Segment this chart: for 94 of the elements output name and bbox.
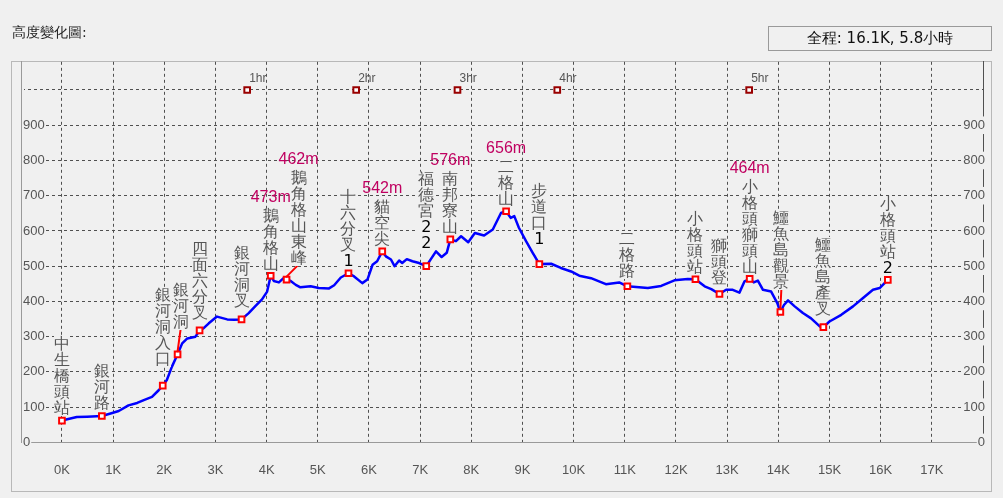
annotation: 鵝角格山 xyxy=(262,205,279,273)
y-tick-label: 600 xyxy=(23,222,45,238)
x-tick-label: 3K xyxy=(207,461,224,477)
y2-tick-label: 500 xyxy=(963,257,985,273)
point xyxy=(535,260,544,268)
y-tick-label: 0 xyxy=(23,433,31,449)
y2-tick-label: 800 xyxy=(963,152,985,168)
x-tick-label: 4K xyxy=(258,461,275,477)
point xyxy=(745,86,753,94)
y2-tick-label: 700 xyxy=(963,187,985,203)
annotation: 獅頭登 xyxy=(711,236,728,288)
annotation: 十六分叉1 xyxy=(340,187,357,271)
point xyxy=(553,86,562,94)
annotation: 福德宮22 xyxy=(418,169,435,252)
y-tick-label: 700 xyxy=(23,187,45,203)
annotation: 銀河路 xyxy=(93,360,110,412)
annotation: 3hr xyxy=(459,70,477,85)
x-tick-label: 1K xyxy=(105,461,122,477)
y2-tick-label: 200 xyxy=(963,363,985,379)
point xyxy=(819,323,828,331)
annotation: 銀河洞 xyxy=(172,280,189,332)
x-tick-label: 6K xyxy=(361,461,378,477)
point xyxy=(378,247,387,256)
point xyxy=(691,275,700,284)
annotation: 542m xyxy=(362,179,403,197)
y2-tick-label: 300 xyxy=(963,328,985,344)
y-tick-label: 100 xyxy=(23,398,45,414)
x-tick-label: 7K xyxy=(412,461,429,477)
x-tick-label: 9K xyxy=(514,461,531,477)
chart-subtitle: 全程: 16.1K, 5.8小時 xyxy=(768,26,992,51)
point xyxy=(98,412,106,420)
y2-tick-label: 100 xyxy=(963,398,985,414)
annotation: 步道口1 xyxy=(531,181,548,249)
y-tick-label: 400 xyxy=(23,293,45,309)
point xyxy=(352,86,360,94)
point xyxy=(623,282,632,291)
annotation: 四面六分叉 xyxy=(191,239,208,323)
point xyxy=(745,275,754,283)
annotation: 銀河洞入口 xyxy=(154,284,171,368)
point xyxy=(58,416,66,425)
annotation: 1hr xyxy=(249,70,267,85)
point xyxy=(422,262,431,271)
y2-tick-label: 0 xyxy=(977,433,985,449)
x-tick-label: 8K xyxy=(463,461,480,477)
x-tick-label: 10K xyxy=(562,461,586,477)
annotation: 鵝角格山東峰 xyxy=(290,167,307,267)
point xyxy=(715,290,724,298)
annotation: 鱷魚島產叉 xyxy=(815,235,832,319)
annotation: 貓空尖 xyxy=(374,197,391,249)
x-tick-label: 14K xyxy=(766,461,791,477)
annotation: 5hr xyxy=(751,70,769,85)
annotation: 小格頭獅頭山 xyxy=(741,176,758,276)
point xyxy=(243,86,251,94)
y-tick-label: 200 xyxy=(23,363,45,379)
annotation: 二格山 xyxy=(498,157,515,209)
annotation: 2hr xyxy=(358,70,376,85)
annotation: 鱷魚島觀景 xyxy=(773,208,790,291)
point xyxy=(776,308,785,316)
y2-tick-label: 900 xyxy=(963,116,985,132)
point xyxy=(344,269,353,278)
point xyxy=(884,276,892,284)
y-tick-label: 500 xyxy=(23,257,45,273)
point xyxy=(446,235,455,244)
annotation: 小格頭站2 xyxy=(879,193,896,277)
y-tick-label: 300 xyxy=(23,328,45,344)
x-tick-label: 5K xyxy=(309,461,327,477)
point xyxy=(266,271,275,280)
chart-title: 高度變化圖: xyxy=(12,24,87,42)
y-tick-label: 900 xyxy=(23,116,45,132)
x-tick-label: 12K xyxy=(664,461,688,477)
x-tick-label: 13K xyxy=(715,461,740,477)
x-tick-label: 11K xyxy=(613,461,637,477)
point xyxy=(158,381,167,390)
annotation: 小格頭站 xyxy=(687,209,704,277)
x-tick-label: 17K xyxy=(920,461,944,477)
annotation: 銀河洞叉 xyxy=(233,243,250,311)
annotation: 二格路 xyxy=(619,229,636,281)
x-tick-label: 16K xyxy=(869,461,893,477)
x-tick-label: 15K xyxy=(817,461,842,477)
y-tick-label: 800 xyxy=(23,152,45,168)
annotation: 473m xyxy=(250,187,291,205)
annotation: 464m xyxy=(729,158,770,176)
point xyxy=(502,207,510,216)
x-tick-label: 0K xyxy=(53,461,71,477)
annotation: 462m xyxy=(278,149,319,167)
point xyxy=(453,86,462,94)
y2-tick-label: 600 xyxy=(963,222,985,238)
annotation: 576m xyxy=(430,151,471,169)
annotation: 中生橋頭站 xyxy=(53,333,70,417)
annotation: 南邦寮山 xyxy=(442,169,459,237)
annotation: 656m xyxy=(486,139,527,157)
y2-tick-label: 400 xyxy=(963,293,985,309)
x-tick-label: 2K xyxy=(156,461,173,477)
point xyxy=(173,350,182,359)
